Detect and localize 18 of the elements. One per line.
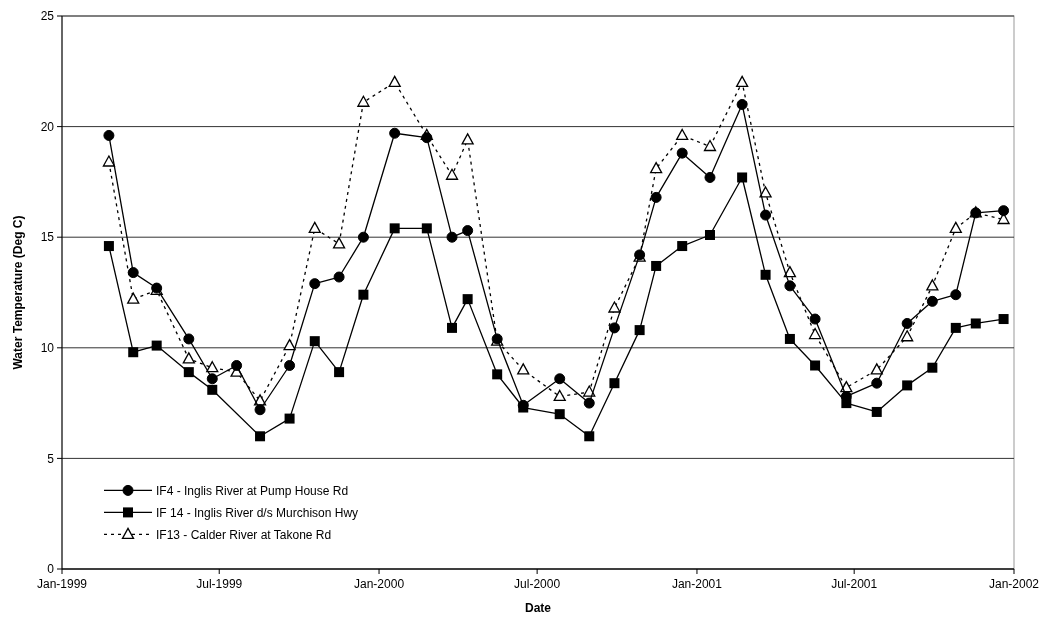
x-axis-title: Date <box>524 601 552 615</box>
x-tick-label: Jan-2002 <box>988 577 1040 591</box>
y-axis-title: Water Temperature (Deg C) <box>11 215 25 370</box>
legend-label: IF13 - Calder River at Takone Rd <box>156 527 332 542</box>
x-tick-label: Jan-2001 <box>671 577 723 591</box>
y-tick-label: 5 <box>47 451 55 466</box>
y-tick-label: 15 <box>40 230 55 245</box>
legend-label: IF 14 - Inglis River d/s Murchison Hwy <box>156 505 359 520</box>
y-tick-label: 25 <box>40 9 55 24</box>
x-tick-label: Jan-1999 <box>36 577 88 591</box>
y-tick-label: 20 <box>40 119 55 134</box>
y-tick-label: 0 <box>47 562 55 577</box>
legend-label: IF4 - Inglis River at Pump House Rd <box>156 483 349 498</box>
x-tick-label: Jul-2000 <box>514 577 561 591</box>
x-tick-label: Jan-2000 <box>354 577 405 591</box>
y-tick-label: 10 <box>40 341 55 355</box>
x-tick-label: Jul-2001 <box>831 577 878 591</box>
x-tick-label: Jul-1999 <box>196 577 243 591</box>
